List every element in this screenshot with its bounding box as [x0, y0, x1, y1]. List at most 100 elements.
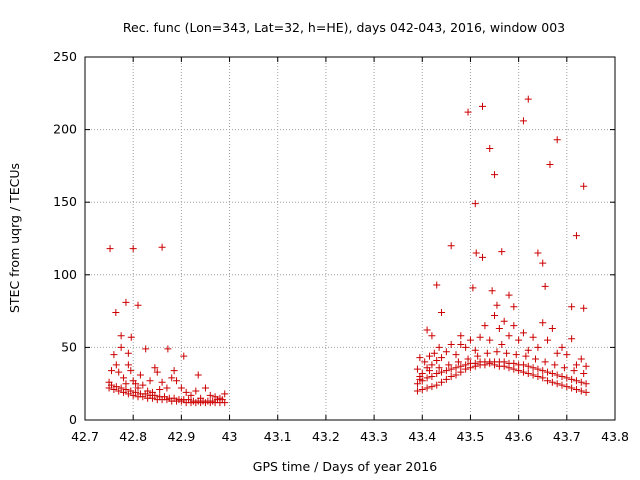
- y-tick-label: 200: [53, 122, 77, 137]
- data-point-marker: [491, 361, 499, 369]
- data-point-marker: [582, 362, 590, 370]
- y-tick-labels: 0 50 100 150 200 250: [53, 49, 77, 427]
- data-point-marker: [539, 319, 547, 327]
- data-point-marker: [495, 325, 503, 333]
- data-point-marker: [558, 381, 566, 389]
- data-point-marker: [519, 329, 527, 337]
- data-point-marker: [568, 384, 576, 392]
- data-point-marker: [438, 368, 446, 376]
- data-point-marker: [428, 332, 436, 340]
- data-point-marker: [486, 144, 494, 152]
- x-tick-label: 42.7: [71, 429, 99, 444]
- data-point-marker: [572, 361, 580, 369]
- data-point-marker: [553, 136, 561, 144]
- data-point-marker: [544, 336, 552, 344]
- data-point-marker: [580, 182, 588, 190]
- data-point-marker: [170, 394, 178, 402]
- data-point-marker: [493, 301, 501, 309]
- plot-area-frame: [84, 56, 616, 421]
- data-point-marker: [519, 361, 527, 369]
- data-point-marker: [177, 384, 185, 392]
- data-point-marker: [106, 245, 114, 253]
- data-point-marker: [462, 365, 470, 373]
- data-point-marker: [168, 374, 176, 382]
- data-point-marker: [454, 358, 462, 366]
- data-point-marker: [124, 361, 132, 369]
- data-point-marker: [206, 391, 214, 399]
- data-point-marker: [479, 253, 486, 261]
- data-point-marker: [423, 326, 431, 334]
- data-point-marker: [433, 370, 441, 378]
- data-point-marker: [438, 309, 446, 317]
- data-point-marker: [548, 370, 556, 378]
- data-point-marker: [153, 368, 161, 376]
- x-tick-label: 43.4: [408, 429, 436, 444]
- data-point-marker: [515, 367, 523, 375]
- data-point-marker: [498, 340, 506, 348]
- data-point-marker: [158, 378, 166, 386]
- data-point-marker: [481, 322, 489, 330]
- x-axis-label: GPS time / Days of year 2016: [253, 459, 437, 474]
- data-point-marker: [435, 343, 443, 351]
- data-point-marker: [418, 386, 426, 394]
- data-point-marker: [129, 245, 137, 253]
- data-point-marker: [558, 343, 566, 351]
- data-point-marker: [452, 371, 460, 379]
- y-tick-label: 0: [69, 412, 77, 427]
- data-point-marker: [117, 384, 125, 392]
- data-point-marker: [577, 355, 585, 363]
- data-point-marker: [510, 303, 518, 311]
- x-tick-label: 43.8: [601, 429, 629, 444]
- data-point-marker: [221, 390, 229, 398]
- data-point-marker: [447, 372, 455, 380]
- data-point-marker: [510, 322, 518, 330]
- data-point-marker: [472, 249, 480, 257]
- data-point-marker: [544, 377, 552, 385]
- data-point-marker: [457, 340, 465, 348]
- data-point-marker: [426, 367, 433, 375]
- data-point-marker: [474, 352, 482, 360]
- data-point-marker: [548, 325, 556, 333]
- data-point-marker: [464, 355, 472, 363]
- data-point-marker: [438, 354, 446, 362]
- data-point-marker: [553, 371, 561, 379]
- data-point-marker: [553, 380, 561, 388]
- data-point-marker: [572, 386, 580, 394]
- data-point-marker: [582, 388, 590, 396]
- data-point-marker: [505, 332, 513, 340]
- data-point-marker: [457, 332, 465, 340]
- data-point-marker: [471, 346, 479, 354]
- data-point-marker: [115, 368, 123, 376]
- data-point-marker: [192, 387, 200, 395]
- data-point-marker: [122, 386, 130, 394]
- data-point-marker: [433, 356, 441, 364]
- data-point-marker: [201, 384, 209, 392]
- y-axis-label: STEC from uqrg / TECUs: [7, 163, 22, 313]
- data-point-marker: [476, 333, 484, 341]
- data-point-marker: [534, 365, 542, 373]
- data-point-marker: [505, 364, 513, 372]
- data-point-marker: [117, 343, 125, 351]
- data-point-marker: [570, 367, 578, 375]
- data-point-marker: [413, 380, 421, 388]
- data-point-marker: [481, 361, 489, 369]
- data-point-marker: [539, 374, 547, 382]
- data-point-marker: [541, 358, 549, 366]
- data-point-marker: [182, 388, 190, 396]
- data-point-marker: [466, 336, 474, 344]
- data-point-marker: [577, 387, 585, 395]
- data-point-marker: [194, 371, 202, 379]
- data-point-marker: [548, 378, 556, 386]
- data-point-marker: [500, 362, 508, 370]
- x-tick-label: 42.9: [167, 429, 195, 444]
- data-point-marker: [580, 304, 588, 312]
- data-point-marker: [142, 345, 150, 353]
- x-tick-label: 43.1: [264, 429, 292, 444]
- gridlines: [85, 57, 615, 420]
- data-point-marker: [546, 160, 554, 168]
- data-point-marker: [112, 361, 120, 369]
- data-point-marker: [136, 371, 144, 379]
- y-tick-label: 250: [53, 49, 77, 64]
- x-tick-label: 43.5: [457, 429, 485, 444]
